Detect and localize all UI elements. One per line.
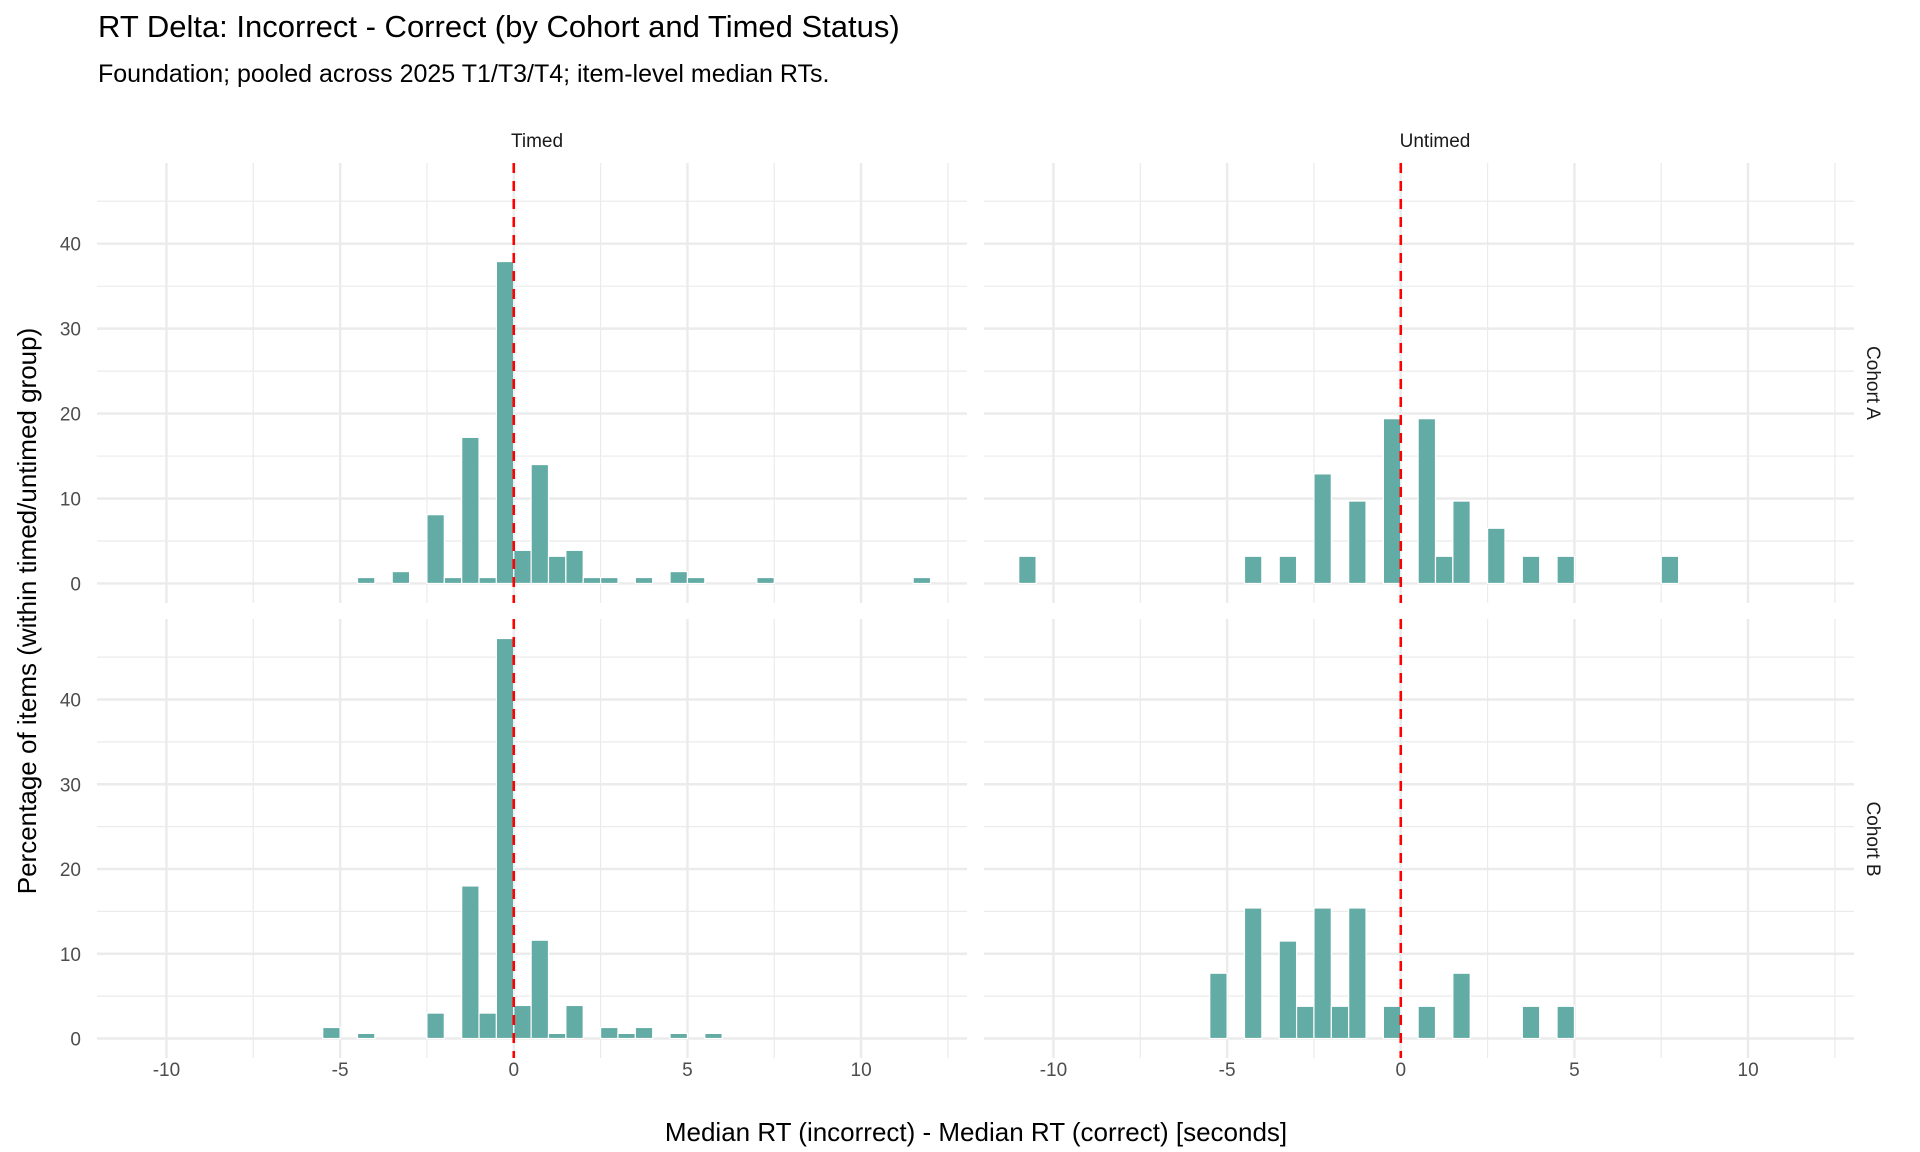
panels: -4.25: 0.7 -3.25: 1.4 -2.25: 8.1-1.75: 0.7… xyxy=(60,163,1854,1081)
x-tick-label: 0 xyxy=(508,1060,519,1081)
histogram-bar: 0.25: 3.9 xyxy=(513,549,532,585)
x-tick-label: -10 xyxy=(1040,1060,1067,1081)
x-tick-label: -5 xyxy=(1219,1060,1236,1081)
bars: -4.25: 0.7 -3.25: 1.4 -2.25: 8.1-1.75: 0.7… xyxy=(356,260,932,585)
histogram-bar: -3.25: 1.4 xyxy=(391,570,411,585)
histogram-bar: -2.25: 15.4 xyxy=(1313,907,1332,1040)
y-tick-label: 40 xyxy=(60,691,81,712)
panel-untimed-cohort-a: -10.75: 3.2 -4.25: 3.2 -3.25: 3.2 -2.25: 12… xyxy=(984,163,1854,603)
histogram-bar: 1.25: 0.6 xyxy=(547,1032,567,1040)
chart-title: RT Delta: Incorrect - Correct (by Cohort… xyxy=(98,9,900,44)
histogram-bar: 2.75: 0.7 xyxy=(599,576,619,585)
histogram-bar: 4.75: 0.6 xyxy=(669,1032,689,1040)
histogram-bar: 5.25: 0.7 xyxy=(686,576,706,585)
y-tick-label: 0 xyxy=(70,1030,81,1051)
y-tick-label: 10 xyxy=(60,945,81,966)
y-tick-label: 20 xyxy=(60,860,81,881)
histogram-bar: 4.75: 1.4 xyxy=(669,570,689,585)
histogram-bar: 1.25: 3.2 xyxy=(1434,555,1454,585)
panel-timed-cohort-b: -5.25: 1.3-4.25: 0.6-2.25: 3-1.25: 18-0.… xyxy=(60,619,967,1081)
bars: -5.25: 7.7 -4.25: 15.4 -3.25: 11.5-2.75: 3… xyxy=(1209,907,1576,1040)
strip-label-cohort-b: Cohort B xyxy=(1862,802,1883,877)
histogram-bar: -1.75: 3.8 xyxy=(1330,1005,1350,1040)
histogram-bar: -5.25: 7.7 xyxy=(1209,972,1228,1040)
histogram-bar: -0.25: 47.2 xyxy=(495,637,515,1040)
histogram-bar: -4.25: 3.2 xyxy=(1243,555,1263,585)
histogram-bar: -3.25: 3.2 xyxy=(1278,555,1298,585)
x-tick-label: 10 xyxy=(1738,1060,1759,1081)
x-tick-label: 5 xyxy=(1569,1060,1580,1081)
histogram-bar: -1.25: 9.7 xyxy=(1348,500,1367,585)
bars: -10.75: 3.2 -4.25: 3.2 -3.25: 3.2 -2.25: 12… xyxy=(1018,418,1680,585)
histogram-bar: -0.75: 3 xyxy=(478,1012,498,1040)
x-tick-label: 5 xyxy=(682,1060,693,1081)
histogram-bar: 5.75: 0.6 xyxy=(704,1032,723,1040)
strip-label-untimed: Untimed xyxy=(1400,131,1471,152)
major-gridlines xyxy=(984,619,1854,1058)
histogram-bar: 4.75: 3.2 xyxy=(1556,555,1576,585)
chart-subtitle: Foundation; pooled across 2025 T1/T3/T4;… xyxy=(98,60,829,88)
histogram-bar: 1.75: 3.9 xyxy=(565,1004,584,1040)
histogram-bar: -1.25: 17.2 xyxy=(461,436,480,585)
histogram-bar: 0.75: 11.6 xyxy=(530,939,550,1040)
panel-untimed-cohort-b: -5.25: 7.7 -4.25: 15.4 -3.25: 11.5-2.75: 3… xyxy=(984,619,1854,1081)
strip-label-timed: Timed xyxy=(511,131,563,152)
panel-timed-cohort-a: -4.25: 0.7 -3.25: 1.4 -2.25: 8.1-1.75: 0.7… xyxy=(60,163,967,603)
histogram-bar: 0.75: 14 xyxy=(530,463,550,585)
histogram-bar: -2.25: 3 xyxy=(426,1012,445,1040)
bars: -5.25: 1.3-4.25: 0.6-2.25: 3-1.25: 18-0.… xyxy=(322,637,723,1040)
histogram-bar: -5.25: 1.3 xyxy=(322,1026,341,1040)
histogram-bar: 3.75: 0.7 xyxy=(634,576,654,585)
y-axis-title: Percentage of items (within timed/untime… xyxy=(12,328,42,895)
y-tick-label: 30 xyxy=(60,775,81,796)
histogram-bar: 1.75: 9.7 xyxy=(1452,500,1471,585)
histogram-bar: 0.75: 19.4 xyxy=(1417,418,1437,585)
x-tick-label: -10 xyxy=(153,1060,180,1081)
histogram-bar: 7.25: 0.7 xyxy=(756,576,775,585)
histogram-bar: -4.25: 0.6 xyxy=(356,1032,376,1040)
histogram-bar: 1.75: 3.9 xyxy=(565,549,584,585)
histogram-bar: 2.75: 6.5 xyxy=(1486,527,1506,585)
y-tick-label: 30 xyxy=(60,320,81,341)
x-tick-label: 0 xyxy=(1395,1060,1406,1081)
x-tick-label: 10 xyxy=(851,1060,872,1081)
histogram-bar: -2.25: 12.9 xyxy=(1313,473,1332,585)
histogram-bar: 3.75: 3.2 xyxy=(1521,555,1541,585)
histogram-bar: 7.75: 3.2 xyxy=(1660,555,1680,585)
minor-gridlines xyxy=(984,619,1854,1058)
histogram-bar: -1.25: 18 xyxy=(461,885,480,1040)
histogram-bar: -0.25: 19.4 xyxy=(1382,418,1402,585)
x-tick-label: -5 xyxy=(332,1060,349,1081)
histogram-bar: 0.75: 3.8 xyxy=(1417,1005,1437,1040)
y-tick-label: 20 xyxy=(60,405,81,426)
histogram-bar: -0.25: 37.9 xyxy=(495,260,515,585)
histogram-bar: 0.25: 3.9 xyxy=(513,1004,532,1040)
y-tick-label: 10 xyxy=(60,490,81,511)
histogram-bar: -1.25: 15.4 xyxy=(1348,907,1367,1040)
histogram-bar: 11.75: 0.7 xyxy=(912,576,932,585)
histogram-bar: -10.75: 3.2 xyxy=(1018,555,1037,585)
histogram-bar: 4.75: 3.8 xyxy=(1556,1005,1576,1040)
y-tick-label: 0 xyxy=(70,574,81,595)
histogram-bar: 2.25: 0.7 xyxy=(582,576,602,585)
histogram-bar: -1.75: 0.7 xyxy=(443,576,463,585)
histogram-bar: -4.25: 15.4 xyxy=(1243,907,1263,1040)
histogram-bar: 3.75: 3.8 xyxy=(1521,1005,1541,1040)
histogram-bar: -3.25: 11.5 xyxy=(1278,940,1298,1040)
histogram-bar: 2.75: 1.3 xyxy=(599,1026,619,1040)
histogram-bar: -2.75: 3.8 xyxy=(1295,1005,1315,1040)
x-axis-title: Median RT (incorrect) - Median RT (corre… xyxy=(665,1117,1287,1147)
histogram-bar: -0.75: 0.7 xyxy=(478,576,498,585)
histogram-bar: -0.25: 3.8 xyxy=(1382,1005,1402,1040)
histogram-bar: -4.25: 0.7 xyxy=(356,576,376,585)
y-tick-label: 40 xyxy=(60,235,81,256)
histogram-bar: 3.75: 1.3 xyxy=(634,1026,654,1040)
histogram-bar: -2.25: 8.1 xyxy=(426,514,445,585)
strip-label-cohort-a: Cohort A xyxy=(1862,346,1883,420)
histogram-bar: 1.25: 3.2 xyxy=(547,555,567,585)
histogram-bar: 1.75: 7.7 xyxy=(1452,972,1471,1040)
histogram-bar: 3.25: 0.6 xyxy=(617,1032,636,1040)
